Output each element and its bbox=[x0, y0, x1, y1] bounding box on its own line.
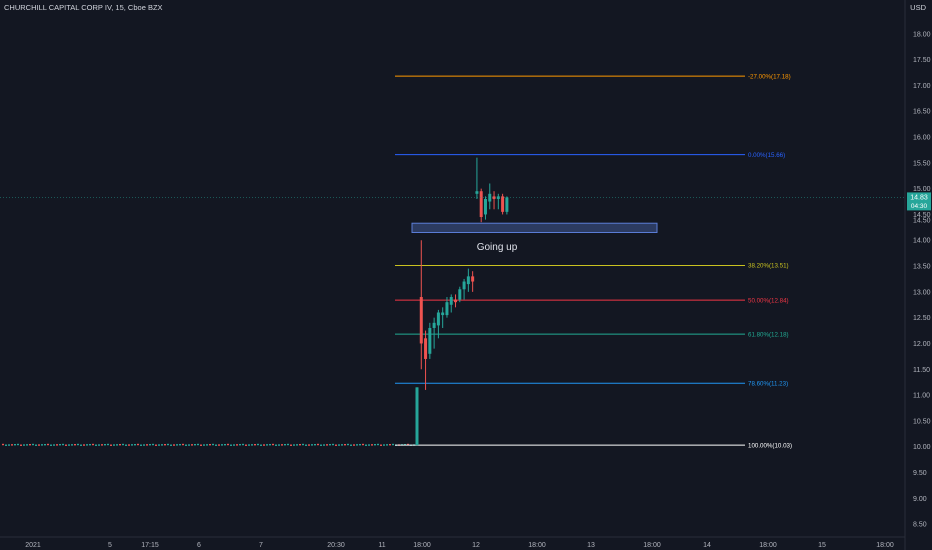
y-tick-label: 9.50 bbox=[913, 470, 927, 477]
annotation-text[interactable]: Going up bbox=[477, 242, 518, 253]
y-tick-label: 8.50 bbox=[913, 522, 927, 529]
x-tick-label: 11 bbox=[378, 542, 385, 549]
x-tick-label: 17:15 bbox=[141, 542, 159, 549]
candle-body bbox=[428, 327, 432, 354]
candle-body bbox=[501, 196, 505, 212]
candlestick-series bbox=[415, 157, 509, 446]
support-zone[interactable] bbox=[411, 222, 658, 234]
y-tick-label: 18.00 bbox=[913, 31, 931, 38]
x-tick-label: 2021 bbox=[25, 542, 41, 549]
candle-body bbox=[475, 191, 479, 194]
y-tick-label: 11.00 bbox=[913, 393, 930, 400]
candle-body bbox=[458, 289, 462, 300]
y-tick-label: 10.50 bbox=[913, 418, 931, 425]
currency-label: USD bbox=[910, 3, 926, 12]
x-tick-label: 18:00 bbox=[876, 542, 894, 549]
y-tick-label: 13.00 bbox=[913, 289, 931, 296]
candle-body bbox=[419, 297, 423, 344]
candle-body bbox=[483, 198, 487, 215]
fib-level-label: 78.60%(11.23) bbox=[748, 380, 788, 387]
x-tick-label: 15 bbox=[818, 542, 826, 549]
candle-body bbox=[441, 312, 445, 316]
x-tick-label: 12 bbox=[472, 542, 480, 549]
x-tick-label: 14 bbox=[703, 542, 711, 549]
candle-body bbox=[462, 281, 466, 290]
x-tick-label: 20:30 bbox=[327, 542, 345, 549]
y-tick-label: 14.50 bbox=[913, 212, 931, 219]
x-tick-label: 13 bbox=[587, 542, 595, 549]
y-tick-label: 16.50 bbox=[913, 109, 931, 116]
x-tick-label: 18:00 bbox=[528, 542, 546, 549]
fib-level-label: 0.00%(15.66) bbox=[748, 152, 785, 159]
x-tick-label: 6 bbox=[197, 542, 201, 549]
candle-body bbox=[492, 196, 496, 199]
x-tick-label: 7 bbox=[259, 542, 263, 549]
y-tick-label: 10.00 bbox=[913, 444, 931, 451]
candle-body bbox=[415, 387, 419, 446]
candle-body bbox=[471, 276, 475, 282]
countdown-value: 04:30 bbox=[911, 203, 928, 210]
candle-body bbox=[479, 191, 483, 218]
last-price-tag bbox=[907, 192, 931, 211]
y-tick-label: 17.50 bbox=[913, 57, 931, 64]
x-tick-label: 18:00 bbox=[759, 542, 777, 549]
x-tick-label: 5 bbox=[108, 542, 112, 549]
price-tags: 14.83 04:30 14.50 bbox=[0, 192, 931, 224]
prev-price-value: 14.50 bbox=[913, 217, 931, 224]
candle-body bbox=[432, 322, 436, 328]
fib-level-label: 38.20%(13.51) bbox=[748, 263, 789, 270]
last-price-value: 14.83 bbox=[910, 194, 928, 201]
y-tick-label: 16.00 bbox=[913, 135, 931, 142]
candle-body bbox=[436, 312, 440, 326]
y-tick-label: 11.50 bbox=[913, 367, 930, 374]
fib-level-label: 50.00%(12.84) bbox=[748, 297, 789, 304]
candle-body bbox=[449, 297, 453, 305]
y-tick-label: 12.00 bbox=[913, 341, 931, 348]
support-zone-box bbox=[411, 222, 658, 234]
candle-body bbox=[454, 299, 458, 303]
y-tick-label: 17.00 bbox=[913, 83, 931, 90]
y-tick-label: 12.50 bbox=[913, 315, 931, 322]
x-tick-label: 18:00 bbox=[643, 542, 661, 549]
candle-body bbox=[505, 197, 509, 212]
price-axis[interactable]: 18.00 17.50 17.00 16.50 16.00 15.50 15.00 14.50… bbox=[913, 31, 931, 528]
x-tick-label: 18:00 bbox=[413, 542, 431, 549]
fib-level-label: 100.00%(10.03) bbox=[748, 442, 792, 449]
candle-body bbox=[445, 302, 449, 316]
candle-body bbox=[424, 338, 428, 359]
y-tick-label: 15.00 bbox=[913, 186, 931, 193]
fib-level-label: 61.80%(12.18) bbox=[748, 331, 789, 338]
y-tick-label: 13.50 bbox=[913, 264, 931, 271]
y-tick-label: 14.00 bbox=[913, 238, 931, 245]
symbol-header[interactable]: CHURCHILL CAPITAL CORP IV, 15, Cboe BZX bbox=[4, 3, 163, 12]
time-axis[interactable]: 2021 5 17:15 6 7 20:30 11 18:00 12 18:00 13 18:00 14… bbox=[25, 542, 894, 549]
candle-body bbox=[466, 276, 470, 285]
y-tick-label: 15.50 bbox=[913, 160, 931, 167]
fib-level-label: -27.00%(17.18) bbox=[748, 73, 791, 80]
fibonacci-retracement[interactable]: -27.00%(17.18) 0.00%(15.66) 38.20%(13.51) 5… bbox=[395, 73, 792, 449]
y-tick-label: 9.00 bbox=[913, 496, 927, 503]
